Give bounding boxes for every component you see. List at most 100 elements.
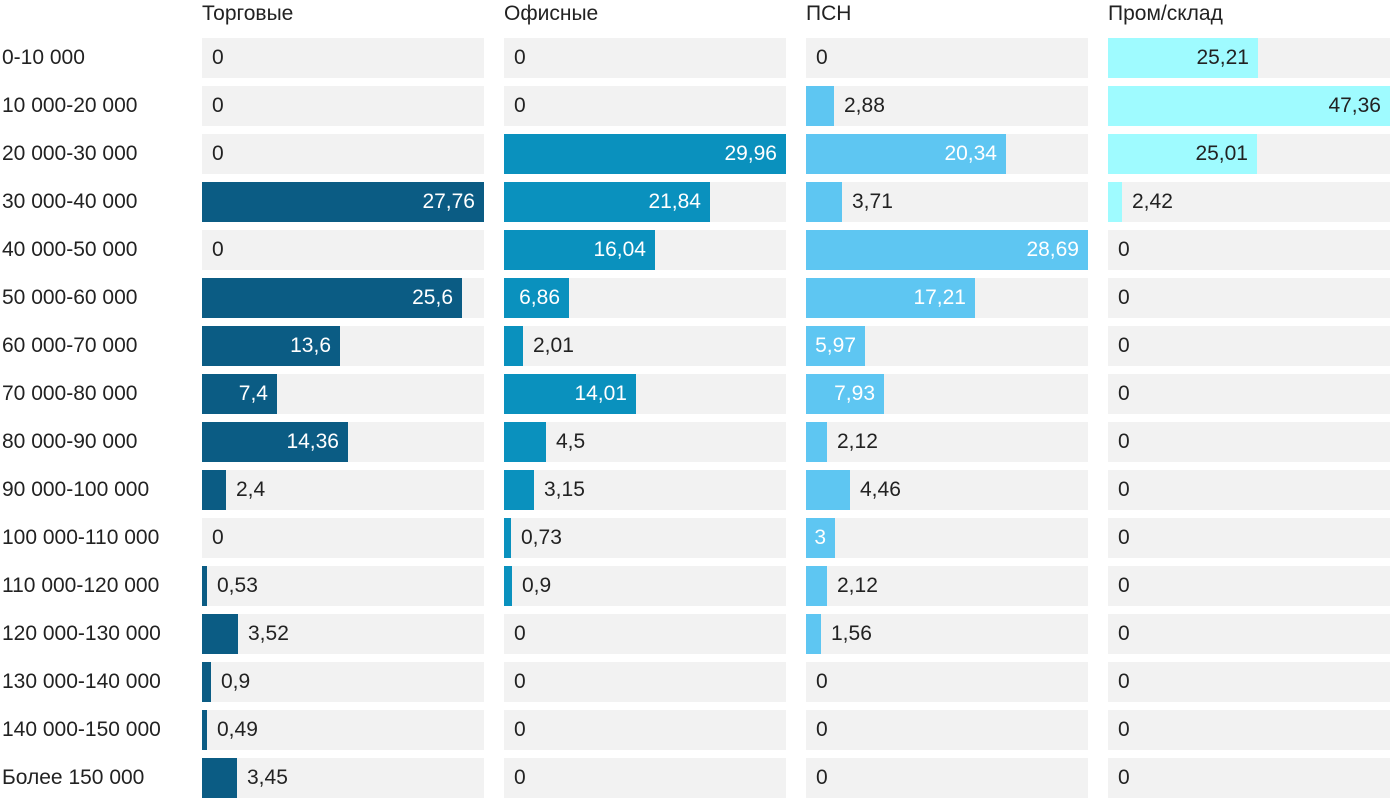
bar-value-label: 27,76 [422, 190, 475, 213]
bar-track [202, 38, 484, 78]
bar-track [202, 470, 484, 510]
bar [202, 758, 237, 798]
category-label: 50 000-60 000 [2, 286, 138, 309]
bar-track [806, 470, 1088, 510]
bar-value-label: 0,53 [217, 574, 258, 597]
bar-value-label: 0 [514, 718, 526, 741]
bar-value-label: 0 [212, 142, 224, 165]
bar-track [202, 518, 484, 558]
bar-value-label: 0 [816, 718, 828, 741]
bar-track [504, 614, 786, 654]
bar-track [1108, 278, 1390, 318]
category-label: 60 000-70 000 [2, 334, 138, 357]
bar-track [806, 422, 1088, 462]
category-label: 70 000-80 000 [2, 382, 138, 405]
bar-value-label: 2,4 [236, 478, 266, 501]
bar-value-label: 0 [514, 94, 526, 117]
bar-track [202, 710, 484, 750]
bar [806, 614, 821, 654]
bar-value-label: 21,84 [648, 190, 701, 213]
bar-value-label: 0 [1118, 334, 1130, 357]
bar-value-label: 0 [1118, 622, 1130, 645]
series-header: Пром/склад [1108, 2, 1223, 25]
bar-value-label: 3,71 [852, 190, 893, 213]
bar-value-label: 17,21 [913, 286, 966, 309]
bar [504, 230, 655, 270]
bar-value-label: 0 [1118, 574, 1130, 597]
bar [202, 566, 207, 606]
bar-track [202, 230, 484, 270]
bar-track [1108, 182, 1390, 222]
bar [202, 470, 226, 510]
bar-value-label: 0 [816, 670, 828, 693]
bar-track [806, 182, 1088, 222]
bar [806, 422, 827, 462]
bar-track [504, 422, 786, 462]
bar [202, 422, 348, 462]
series-header: Торговые [202, 2, 294, 25]
bar-value-label: 0,9 [522, 574, 552, 597]
bar-value-label: 2,01 [533, 334, 574, 357]
bar-track [1108, 326, 1390, 366]
category-label: 40 000-50 000 [2, 238, 138, 261]
bar [1108, 38, 1258, 78]
bar-track [1108, 662, 1390, 702]
bar [504, 182, 710, 222]
bar-track [806, 614, 1088, 654]
category-label: 110 000-120 000 [2, 574, 160, 597]
bar-value-label: 7,93 [834, 382, 875, 405]
bar-value-label: 3 [814, 526, 826, 549]
bar [806, 326, 865, 366]
bar [504, 566, 512, 606]
bar-value-label: 16,04 [593, 238, 646, 261]
bar-value-label: 13,6 [290, 334, 331, 357]
bar-value-label: 0,9 [221, 670, 251, 693]
bar-track [1108, 470, 1390, 510]
bar-value-label: 0 [212, 526, 224, 549]
bar-value-label: 0 [1118, 670, 1130, 693]
bar [202, 614, 238, 654]
category-label: 140 000-150 000 [2, 718, 161, 741]
bar [806, 566, 827, 606]
bar-track [202, 758, 484, 798]
bar-track [202, 614, 484, 654]
category-label: 80 000-90 000 [2, 430, 138, 453]
bar-track [806, 86, 1088, 126]
bar-track [1108, 614, 1390, 654]
bar-value-label: 0 [514, 670, 526, 693]
bar-track [504, 518, 786, 558]
bar-track [504, 326, 786, 366]
bar-value-label: 0 [1118, 238, 1130, 261]
bar-track [202, 566, 484, 606]
bar-value-label: 0 [1118, 526, 1130, 549]
category-label: 90 000-100 000 [2, 478, 150, 501]
bar-track [504, 566, 786, 606]
bar-value-label: 0 [1118, 766, 1130, 789]
bar [806, 518, 835, 558]
bar-value-label: 0 [816, 766, 828, 789]
bar [202, 710, 207, 750]
bar [504, 518, 511, 558]
bar-value-label: 25,6 [412, 286, 453, 309]
category-label: 100 000-110 000 [2, 526, 160, 549]
bar-value-label: 0,73 [521, 526, 562, 549]
bar-value-label: 6,86 [519, 286, 560, 309]
bar [202, 326, 340, 366]
bar-value-label: 0 [514, 766, 526, 789]
bar-value-label: 5,97 [815, 334, 856, 357]
bar-track [806, 518, 1088, 558]
series-header: Офисные [504, 2, 599, 25]
bar [202, 278, 462, 318]
bar [1108, 182, 1122, 222]
bar-value-label: 0 [1118, 718, 1130, 741]
bar-track [1108, 518, 1390, 558]
bar-track [1108, 422, 1390, 462]
bar-track [504, 86, 786, 126]
bar [504, 326, 523, 366]
bar [806, 86, 834, 126]
bar [1108, 86, 1390, 126]
category-label: 120 000-130 000 [2, 622, 161, 645]
bar-value-label: 0 [212, 46, 224, 69]
bar-value-label: 47,36 [1328, 94, 1381, 117]
bar-track [1108, 230, 1390, 270]
